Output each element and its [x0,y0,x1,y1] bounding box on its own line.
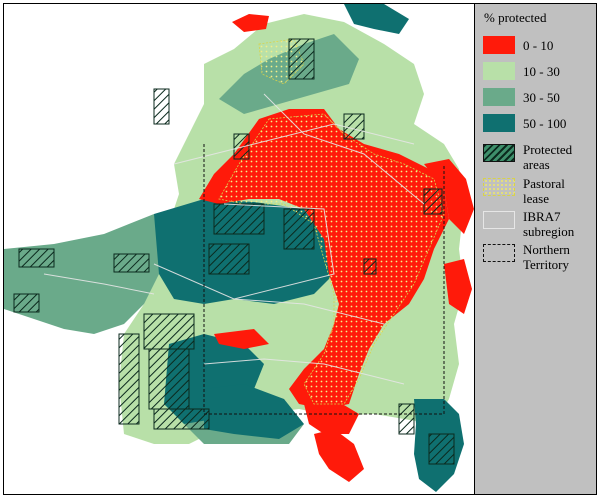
legend-label-ibra7-subregion: IBRA7 subregion [523,209,575,239]
northern-territory-border [203,144,445,415]
map-panel [3,3,475,495]
legend-label-50-100: 50 - 100 [523,116,567,131]
protected-areas [13,38,455,465]
legend: % protected 0 - 10 10 - 30 30 - 50 50 - … [475,3,597,495]
legend-item-0-10: 0 - 10 [483,36,595,76]
ibra7-subregion-outlines [43,93,425,385]
legend-item-50-100: 50 - 100 [483,114,595,154]
legend-label-30-50: 30 - 50 [523,90,560,105]
east-coast-0-10 [444,259,472,314]
legend-label-0-10: 0 - 10 [523,38,554,53]
northern-islands-50-100 [344,4,409,34]
legend-item-ibra7-subregion: IBRA7 subregion [483,209,595,249]
legend-label-pastoral-lease: Pastoral lease [523,176,565,206]
legend-label-northern-territory: Northern Territory [523,242,570,272]
west-30-50 [4,214,174,334]
legend-swatch-30-50 [483,88,515,106]
legend-item-northern-territory: Northern Territory [483,242,595,282]
legend-label-protected-areas: Protected areas [523,142,573,172]
legend-label-10-30: 10 - 30 [523,64,560,79]
legend-swatch-0-10 [483,36,515,54]
legend-swatch-northern-territory [483,244,515,262]
legend-swatch-10-30 [483,62,515,80]
legend-title: % protected [484,10,547,25]
legend-item-protected-areas: Protected areas [483,142,595,182]
north-islet-0-10 [232,14,269,32]
south-lobe-0-10 [314,429,364,482]
west-patch-0-10 [214,329,269,349]
legend-item-10-30: 10 - 30 [483,62,595,102]
legend-swatch-protected-areas [483,144,515,162]
legend-item-30-50: 30 - 50 [483,88,595,128]
legend-swatch-ibra7-subregion [483,211,515,229]
legend-swatch-50-100 [483,114,515,132]
legend-swatch-pastoral-lease [483,178,515,196]
south-50-100 [204,384,304,439]
map-canvas [4,4,474,492]
south-0-10 [304,399,359,434]
legend-item-pastoral-lease: Pastoral lease [483,176,595,216]
northeast-0-10 [424,159,474,234]
